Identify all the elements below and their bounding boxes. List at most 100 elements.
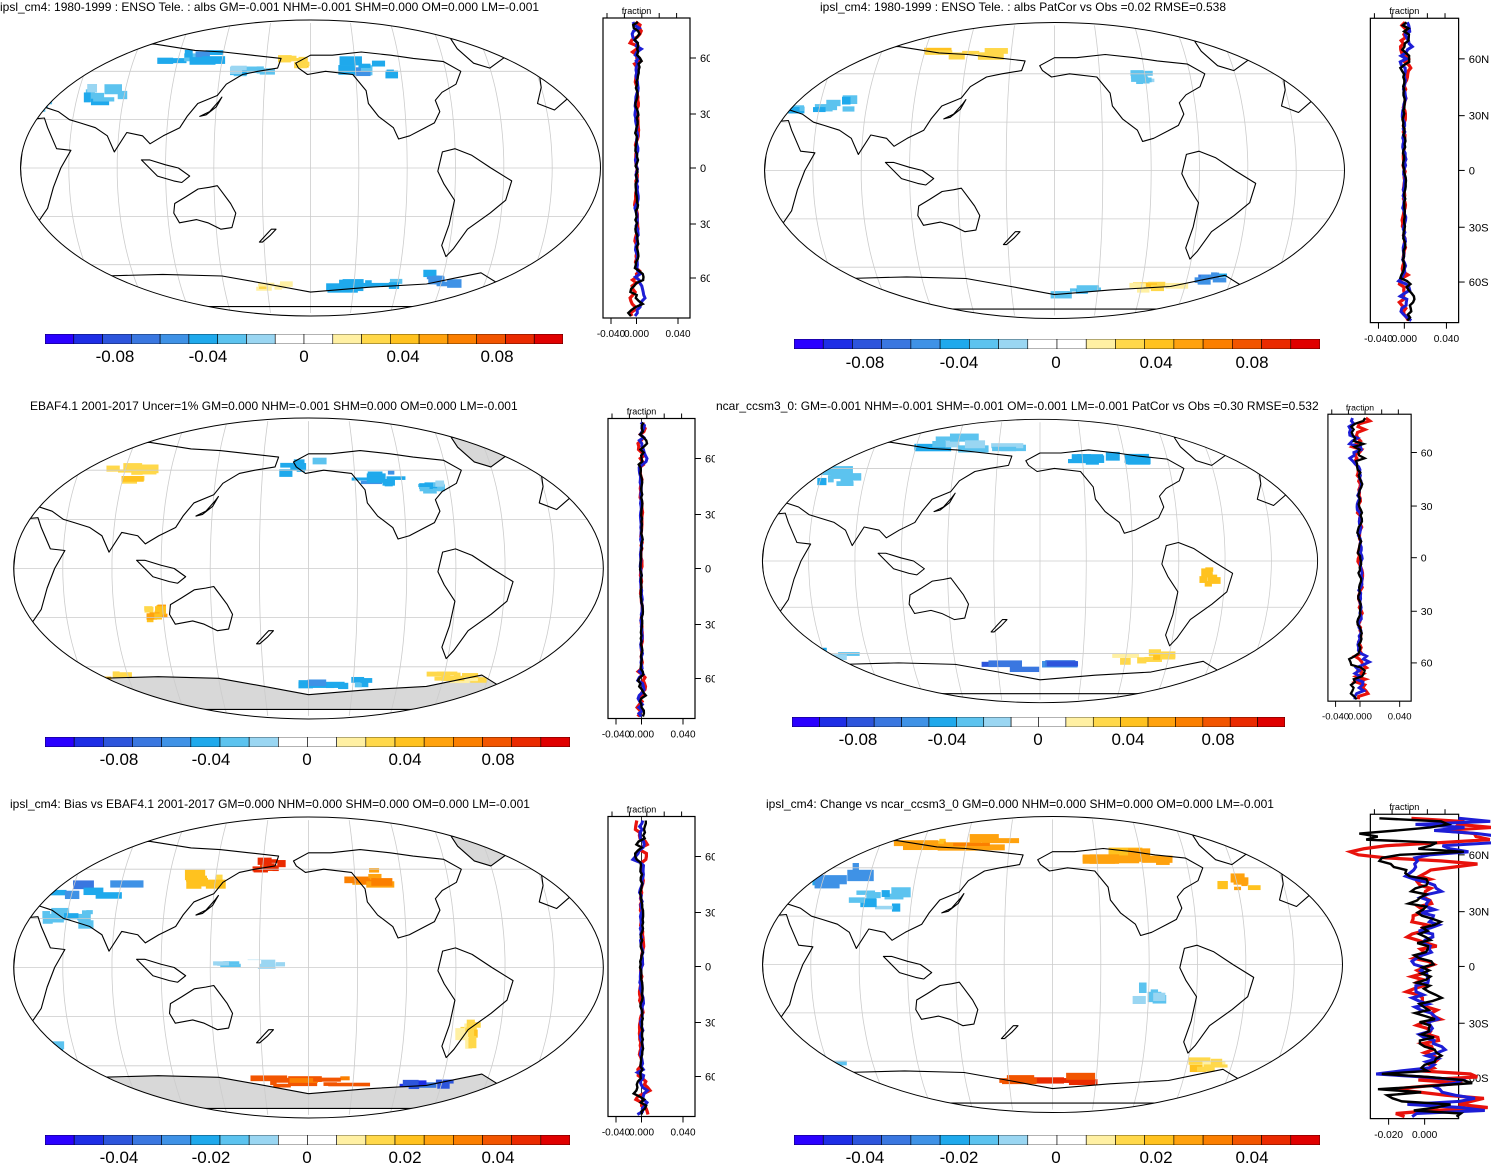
anomaly-cell [988, 660, 1023, 668]
anomaly-cell [1134, 283, 1146, 288]
map-border [762, 816, 1343, 1113]
profile-frame [607, 815, 696, 1118]
colorbar-swatch [73, 334, 103, 344]
profile-ytick-label: 30N [1421, 501, 1433, 513]
anomaly-cell [246, 66, 259, 73]
anomaly-cell [110, 880, 144, 888]
anomaly-cell [1076, 285, 1100, 292]
colorbar-swatch [390, 334, 420, 344]
profile-ytick-label: 30S [1469, 1018, 1489, 1030]
colorbar-label: 0.02 [1139, 1148, 1173, 1167]
colorbar-swatch [423, 1135, 454, 1145]
anomaly-cell [275, 962, 286, 967]
anomaly-cell [1213, 273, 1228, 278]
anomaly-cell [279, 281, 293, 287]
colorbar-label: 0 [302, 1148, 312, 1167]
anomaly-cell [969, 834, 999, 843]
anomaly-cell [365, 280, 372, 286]
anomaly-cell [816, 468, 835, 476]
colorbar-swatch [1232, 339, 1262, 349]
coastline [882, 955, 933, 980]
coastline [915, 981, 979, 1027]
anomaly-cell [991, 443, 1024, 449]
colorbar-labels: -0.08 -0.04 0 0.04 0.08 [794, 353, 1320, 375]
colorbar-swatch [1261, 339, 1292, 349]
anomaly-cell [33, 103, 43, 108]
anomaly-cell [838, 652, 860, 656]
anomaly-cell [351, 477, 374, 481]
anomaly-cell [256, 66, 264, 74]
anomaly-cell [769, 1053, 800, 1062]
panel-title: ipsl_cm4: Bias vs EBAF4.1 2001-2017 GM=0… [10, 797, 530, 811]
anomaly-cell [73, 880, 94, 890]
anomaly-cell [471, 1022, 481, 1028]
anomaly-cell [382, 478, 395, 486]
anomaly-cell [360, 65, 373, 76]
coastline [195, 894, 219, 916]
anomaly-cell [1158, 651, 1176, 658]
anomaly-cell [824, 105, 838, 111]
anomaly-cell [468, 1035, 477, 1049]
anomaly-cell [86, 910, 93, 915]
profile-title: fraction [627, 805, 657, 815]
colorbar-label: 0.04 [386, 347, 420, 366]
panel-title: ncar_ccsm3_0: GM=-0.001 NHM=-0.001 SHM=-… [716, 399, 1319, 413]
coastline [295, 51, 462, 140]
colorbar-swatch [102, 334, 132, 344]
anomaly-cell [1233, 877, 1249, 885]
anomaly-cell [279, 469, 293, 477]
anomaly-cell [340, 1076, 350, 1081]
coastline [255, 1029, 274, 1044]
coastline [21, 441, 280, 553]
colorbar-labels: -0.04 -0.02 0 0.02 0.04 [45, 1148, 570, 1170]
profile-curve [626, 20, 646, 317]
profile-xtick-label: -0.040 [602, 1128, 631, 1139]
colorbar-swatch [822, 1135, 853, 1145]
profile-ytick-label: 0 [705, 564, 711, 576]
anomaly-cell [860, 898, 877, 908]
anomaly-cell [1209, 577, 1221, 584]
anomaly-cell [461, 673, 479, 678]
colorbar-swatch [132, 737, 162, 747]
anomaly-cell [131, 467, 143, 475]
profile-ytick-label: 60S [705, 1072, 715, 1084]
anomaly-cell [1136, 286, 1150, 293]
anomaly-cell [361, 682, 369, 688]
coastline [943, 99, 967, 120]
colorbar-swatch [103, 737, 133, 747]
anomaly-cell [117, 90, 128, 100]
anomaly-cell [419, 483, 433, 490]
anomaly-cell [423, 486, 437, 494]
coastline [1000, 1025, 1019, 1040]
colorbar-swatch [852, 1135, 882, 1145]
coastline [1025, 449, 1185, 534]
coastline [140, 159, 191, 184]
anomaly-cell [1205, 567, 1214, 572]
anomaly-cell [949, 433, 979, 442]
anomaly-cell [778, 100, 787, 108]
colorbar-swatch [246, 334, 276, 344]
anomaly-cell [360, 678, 373, 683]
anomaly-cell [962, 50, 980, 55]
anomaly-cell [447, 279, 462, 288]
anomaly-cell [359, 282, 395, 287]
anomaly-cell [311, 681, 345, 688]
anomaly-cell [822, 654, 847, 661]
anomaly-cell [342, 279, 364, 284]
colorbar-swatch [1065, 717, 1094, 727]
colorbar-label: 0 [299, 347, 309, 366]
coastline [908, 577, 970, 621]
panel-title: ipsl_cm4: 1980-1999 : ENSO Tele. : albs … [0, 0, 540, 14]
profile-ytick-label: 30N [700, 109, 710, 121]
colorbar-swatch [852, 339, 882, 349]
anomaly-cell [99, 677, 106, 681]
profile-xtick-label: 0.040 [670, 1128, 695, 1139]
colorbar-swatch [1027, 1135, 1058, 1145]
colorbar-swatch [1144, 339, 1175, 349]
colorbar-swatch [188, 334, 218, 344]
anomaly-cell [369, 868, 380, 873]
world-map [761, 418, 1319, 704]
anomaly-cell [948, 52, 965, 60]
profile-curve [1398, 21, 1416, 322]
anomaly-cell [808, 1064, 823, 1069]
